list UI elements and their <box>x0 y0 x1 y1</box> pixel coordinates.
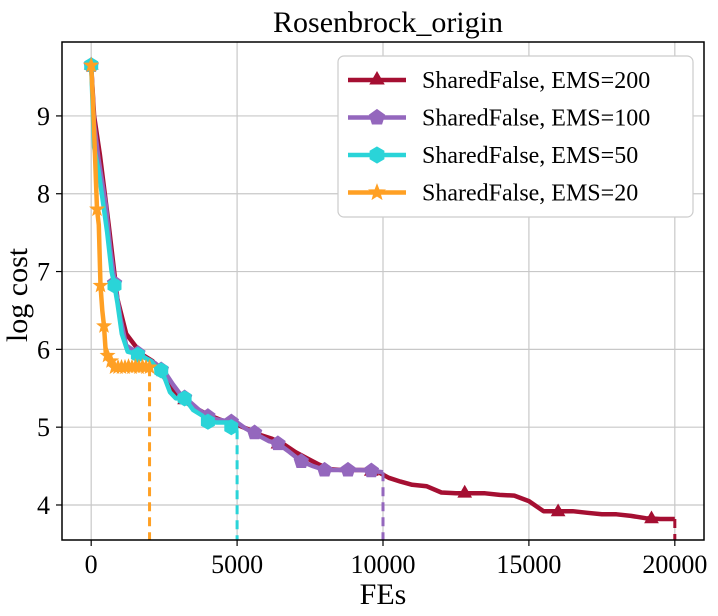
data-point <box>201 414 214 429</box>
data-point <box>108 278 121 293</box>
data-point <box>225 420 238 435</box>
y-tick-label: 7 <box>37 258 50 287</box>
legend-label: SharedFalse, EMS=20 <box>422 181 638 207</box>
y-tick-label: 8 <box>37 180 50 209</box>
data-point <box>178 391 191 406</box>
x-tick-label: 10000 <box>351 550 416 579</box>
x-tick-label: 5000 <box>211 550 263 579</box>
legend-label: SharedFalse, EMS=100 <box>422 106 650 132</box>
legend-swatch-marker <box>370 147 384 163</box>
legend-label: SharedFalse, EMS=50 <box>422 143 638 169</box>
y-tick-label: 5 <box>37 413 50 442</box>
chart-title: Rosenbrock_origin <box>273 6 503 39</box>
x-tick-label: 0 <box>85 550 98 579</box>
x-axis-label: FEs <box>360 578 407 611</box>
legend: SharedFalse, EMS=200 SharedFalse, EMS=100… <box>338 56 693 217</box>
y-tick-label: 4 <box>37 491 50 520</box>
legend-label: SharedFalse, EMS=200 <box>422 68 650 94</box>
x-tick-label: 15000 <box>496 550 561 579</box>
y-tick-label: 6 <box>37 335 50 364</box>
chart-figure: Rosenbrock_origin 0 5000 10000 15000 20000 4 5… <box>0 0 718 616</box>
x-tick-label: 20000 <box>642 550 707 579</box>
y-tick-label: 9 <box>37 102 50 131</box>
y-axis-label: log cost <box>1 247 34 342</box>
